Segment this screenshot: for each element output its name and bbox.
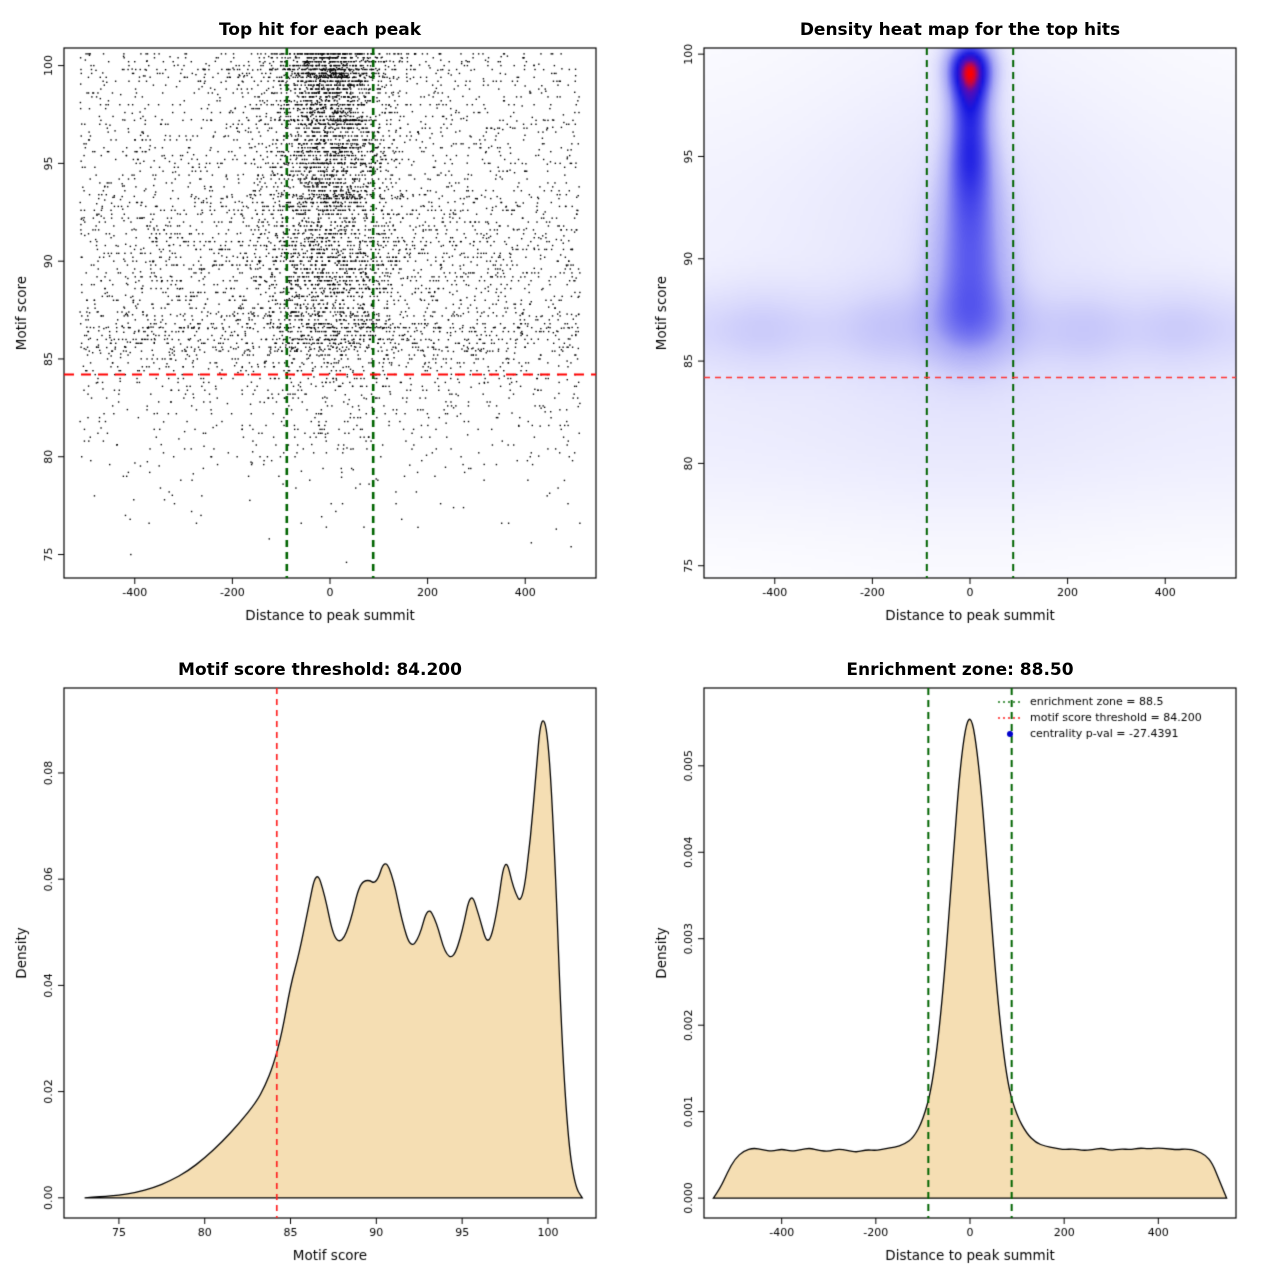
panel-motif-score-density: Motif score threshold: 84.200 [0,640,640,1280]
density-heatmap-canvas [640,40,1280,640]
chart-title-top-hit-scatter: Top hit for each peak [218,20,422,40]
motif-score-density-canvas [0,680,640,1280]
panel-enrichment-zone-density: Enrichment zone: 88.50 [640,640,1280,1280]
panel-density-heatmap: Density heat map for the top hits [640,0,1280,640]
chart-title-motif-score-density: Motif score threshold: 84.200 [178,660,462,680]
top-hit-scatter-canvas [0,40,640,640]
panel-top-hit-scatter: Top hit for each peak [0,0,640,640]
enrichment-zone-density-canvas [640,680,1280,1280]
chart-title-enrichment-zone-density: Enrichment zone: 88.50 [846,660,1074,680]
chart-title-density-heatmap: Density heat map for the top hits [799,20,1121,40]
